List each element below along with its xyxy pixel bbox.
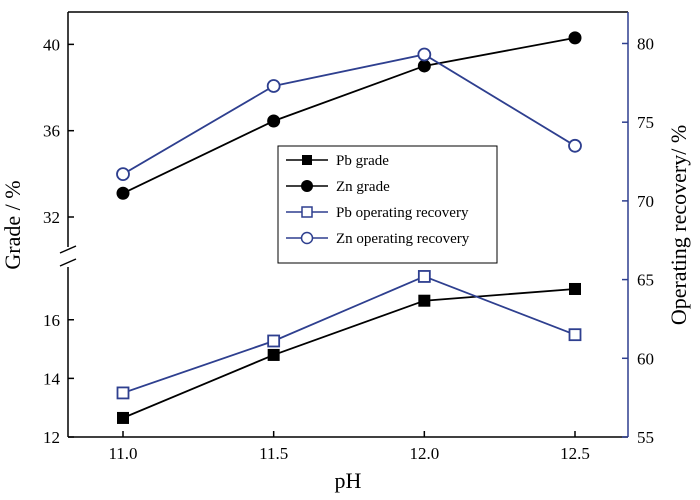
data-point (568, 328, 582, 342)
legend-label: Pb operating recovery (336, 205, 469, 221)
data-point (569, 282, 581, 295)
right-tick-label: 65 (637, 271, 654, 290)
series-layer (116, 31, 582, 424)
data-point (116, 386, 130, 400)
legend-box (277, 145, 498, 264)
data-point (417, 270, 431, 283)
right-tick-label: 55 (637, 428, 654, 447)
series-line-zn-grade (122, 37, 576, 195)
data-point (267, 114, 281, 128)
series-line-pb-operating-recovery (122, 275, 576, 394)
legend-item-pb-recovery: Pb operating recovery (286, 205, 469, 221)
right-tick-label: 70 (637, 192, 654, 211)
data-point (267, 334, 281, 348)
data-point (266, 79, 281, 93)
x-tick-label: 12.5 (560, 444, 590, 463)
right-axis-ticks: 55 60 65 70 75 80 (622, 34, 654, 447)
data-point (568, 138, 582, 153)
y-axis-right-title: Operating recovery/ % (666, 125, 691, 325)
left-tick-label: 40 (43, 35, 60, 54)
x-axis-title: pH (335, 468, 362, 493)
legend-marker-filled-square (302, 155, 312, 165)
axis-break-mark-upper (59, 245, 77, 254)
right-tick-label: 60 (637, 349, 654, 368)
legend-item-pb-grade: Pb grade (286, 153, 389, 169)
x-tick-label: 11.5 (259, 444, 288, 463)
left-tick-label: 12 (43, 428, 60, 447)
axis-break-mark-lower (59, 258, 77, 267)
legend-marker-filled-circle (301, 180, 313, 192)
x-tick-label: 11.0 (108, 444, 137, 463)
left-tick-label: 16 (43, 311, 60, 330)
data-point (417, 59, 431, 73)
series-zn-operating-recovery (116, 47, 582, 182)
legend: Pb grade Zn grade Pb operating recovery … (277, 145, 498, 264)
legend-item-zn-grade: Zn grade (286, 179, 390, 195)
series-pb-grade (117, 282, 581, 424)
legend-label: Zn operating recovery (336, 231, 470, 247)
right-tick-label: 75 (637, 113, 654, 132)
data-point (417, 47, 432, 62)
legend-item-zn-recovery: Zn operating recovery (286, 231, 470, 247)
data-point (116, 167, 130, 182)
series-zn-grade (116, 31, 582, 200)
data-point (267, 348, 280, 361)
left-tick-label: 14 (43, 369, 61, 388)
legend-label: Pb grade (336, 153, 389, 169)
plot-frame (59, 11, 629, 438)
y-axis-left-title: Grade / % (0, 180, 25, 269)
data-point (117, 411, 129, 424)
legend-marker-open-square (301, 206, 313, 218)
left-axis-ticks: 12 14 16 32 36 40 (43, 35, 74, 447)
data-point (568, 31, 582, 45)
x-axis-ticks: 11.0 11.5 12.0 12.5 (108, 431, 590, 463)
legend-label: Zn grade (336, 179, 390, 195)
series-pb-operating-recovery (116, 270, 582, 400)
data-point (116, 186, 130, 200)
series-line-zn-operating-recovery (122, 53, 576, 175)
x-tick-label: 12.0 (409, 444, 439, 463)
left-tick-label: 32 (43, 208, 60, 227)
series-line-pb-grade (122, 288, 576, 419)
legend-marker-open-circle (300, 231, 314, 245)
right-tick-label: 80 (637, 34, 654, 53)
left-tick-label: 36 (43, 122, 60, 141)
data-point (418, 294, 431, 307)
